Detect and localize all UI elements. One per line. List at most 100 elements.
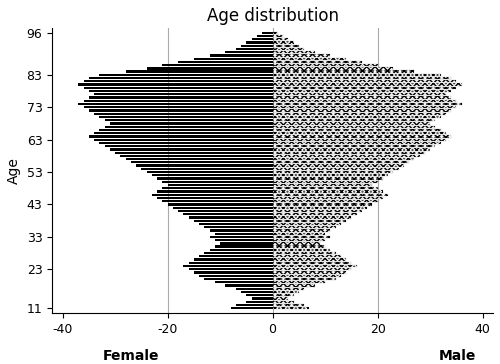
Bar — [272, 291, 299, 293]
Bar — [272, 288, 304, 290]
Bar — [168, 184, 272, 186]
Bar — [272, 291, 299, 293]
Bar — [230, 307, 272, 309]
Bar — [100, 116, 272, 118]
Bar — [272, 110, 451, 112]
Bar — [272, 32, 278, 34]
Bar — [272, 112, 446, 115]
Bar — [215, 245, 272, 248]
Bar — [272, 64, 378, 66]
Bar — [272, 236, 330, 238]
Bar — [272, 116, 440, 118]
Bar — [272, 210, 362, 212]
Bar — [84, 106, 272, 108]
Bar — [272, 223, 341, 225]
Bar — [272, 74, 440, 76]
Bar — [272, 265, 356, 267]
Bar — [272, 275, 341, 277]
Bar — [272, 103, 462, 105]
Bar — [146, 171, 272, 173]
Bar — [272, 83, 462, 86]
Bar — [272, 226, 336, 228]
Bar — [272, 177, 383, 180]
Bar — [152, 174, 272, 177]
Bar — [131, 161, 272, 163]
Bar — [272, 61, 362, 63]
Bar — [272, 272, 346, 274]
Bar — [272, 233, 325, 235]
Bar — [272, 252, 336, 254]
Bar — [272, 161, 409, 163]
Bar — [272, 44, 299, 47]
Bar — [272, 242, 320, 245]
Bar — [272, 184, 372, 186]
Bar — [126, 158, 272, 160]
Bar — [78, 103, 272, 105]
Bar — [272, 236, 330, 238]
Bar — [272, 161, 409, 163]
Bar — [272, 132, 446, 134]
Bar — [272, 58, 346, 60]
Bar — [272, 294, 293, 296]
Bar — [272, 304, 304, 306]
Bar — [272, 197, 383, 199]
Bar — [162, 187, 272, 189]
Bar — [272, 87, 456, 89]
Bar — [110, 148, 272, 151]
Bar — [272, 93, 446, 95]
Bar — [272, 51, 314, 53]
Bar — [246, 41, 272, 44]
Bar — [100, 129, 272, 131]
Bar — [272, 51, 314, 53]
Bar — [272, 142, 440, 144]
Bar — [272, 129, 440, 131]
Bar — [272, 219, 346, 222]
Bar — [272, 207, 367, 209]
Bar — [272, 103, 462, 105]
Bar — [272, 71, 414, 73]
Bar — [100, 74, 272, 76]
Bar — [272, 203, 372, 206]
Bar — [272, 194, 388, 196]
Bar — [272, 301, 293, 303]
Bar — [272, 32, 278, 34]
Bar — [272, 165, 404, 167]
Bar — [272, 122, 430, 124]
Bar — [94, 139, 272, 141]
Bar — [272, 135, 451, 138]
Bar — [215, 233, 272, 235]
Bar — [272, 38, 288, 40]
Bar — [272, 255, 341, 257]
Bar — [272, 197, 383, 199]
Bar — [272, 200, 378, 202]
Bar — [272, 148, 430, 151]
Bar — [272, 242, 320, 245]
Bar — [272, 93, 446, 95]
Bar — [272, 48, 304, 50]
Bar — [272, 288, 304, 290]
Bar — [272, 168, 398, 170]
Bar — [272, 268, 351, 270]
Bar — [252, 38, 272, 40]
Bar — [272, 278, 336, 280]
Bar — [136, 165, 272, 167]
Bar — [272, 139, 446, 141]
Bar — [272, 161, 409, 163]
Bar — [272, 258, 346, 261]
Bar — [210, 54, 272, 56]
Bar — [272, 165, 404, 167]
Bar — [272, 181, 378, 183]
Bar — [272, 174, 388, 177]
Bar — [272, 200, 378, 202]
Bar — [272, 297, 288, 300]
Bar — [272, 226, 336, 228]
Bar — [272, 77, 451, 79]
Bar — [272, 229, 330, 232]
Bar — [272, 135, 451, 138]
Bar — [241, 291, 272, 293]
Bar — [272, 100, 456, 102]
Bar — [272, 190, 383, 193]
Bar — [272, 219, 346, 222]
Bar — [272, 112, 446, 115]
Bar — [272, 216, 351, 219]
